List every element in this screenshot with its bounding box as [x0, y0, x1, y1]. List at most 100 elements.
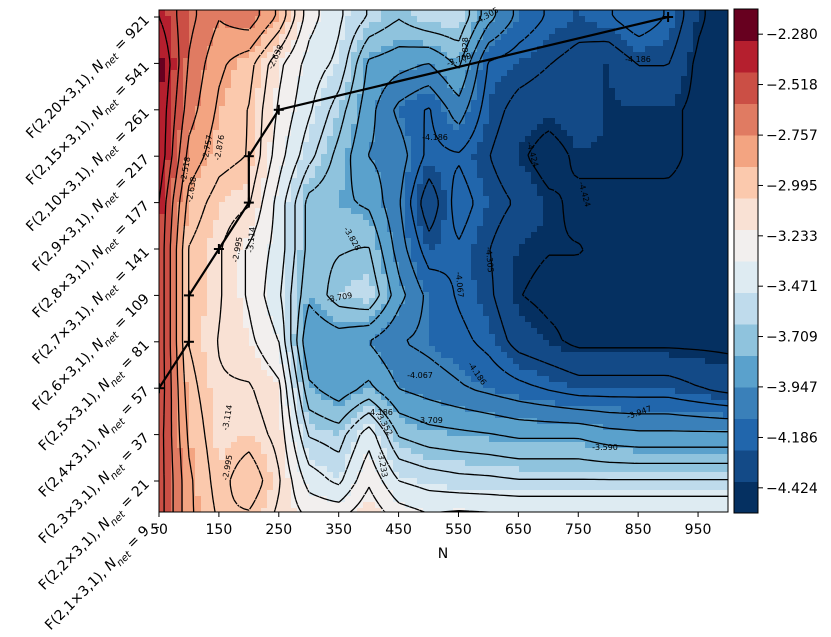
heat-cell — [507, 112, 514, 119]
heat-cell — [615, 232, 622, 239]
heat-cell — [537, 292, 544, 299]
heat-cell — [489, 202, 496, 209]
heat-cell — [225, 184, 232, 191]
heat-cell — [231, 160, 238, 167]
heat-cell — [723, 244, 728, 251]
heat-cell — [327, 238, 334, 245]
heat-cell — [369, 64, 376, 71]
heat-cell — [669, 46, 676, 53]
heat-cell — [411, 298, 418, 305]
heat-cell — [237, 220, 244, 227]
heat-cell — [369, 52, 376, 59]
heat-cell — [159, 10, 166, 17]
heat-cell — [357, 16, 364, 23]
heat-cell — [723, 34, 728, 41]
heat-cell — [663, 310, 670, 317]
heat-cell — [597, 286, 604, 293]
heat-cell — [393, 46, 400, 53]
heat-cell — [693, 184, 700, 191]
heat-cell — [255, 136, 262, 143]
heat-cell — [243, 40, 250, 47]
heat-cell — [501, 124, 508, 131]
heat-cell — [657, 196, 664, 203]
heat-cell — [363, 136, 370, 143]
heat-cell — [507, 130, 514, 137]
heat-cell — [699, 232, 706, 239]
heat-cell — [471, 58, 478, 65]
heat-cell — [381, 136, 388, 143]
heat-cell — [339, 232, 346, 239]
heat-cell — [513, 112, 520, 119]
heat-cell — [213, 304, 220, 311]
heat-cell — [207, 274, 214, 281]
heat-cell — [705, 34, 712, 41]
heat-cell — [471, 322, 478, 329]
heat-cell — [387, 46, 394, 53]
heat-cell — [507, 142, 514, 149]
heat-cell — [681, 220, 688, 227]
heat-cell — [345, 202, 352, 209]
heat-cell — [231, 250, 238, 257]
heat-cell — [297, 52, 304, 59]
heat-cell — [657, 214, 664, 221]
heat-cell — [621, 124, 628, 131]
heat-cell — [495, 268, 502, 275]
heat-cell — [621, 34, 628, 41]
heat-cell — [165, 214, 172, 221]
heat-cell — [159, 214, 166, 221]
heat-cell — [453, 40, 460, 47]
heat-cell — [165, 148, 172, 155]
heat-cell — [243, 214, 250, 221]
heat-cell — [357, 190, 364, 197]
heat-cell — [321, 106, 328, 113]
heat-cell — [327, 310, 334, 317]
heat-cell — [237, 280, 244, 287]
heat-cell — [537, 196, 544, 203]
heat-cell — [561, 232, 568, 239]
heat-cell — [339, 34, 346, 41]
heat-cell — [459, 142, 466, 149]
heat-cell — [165, 142, 172, 149]
heat-cell — [399, 136, 406, 143]
heat-cell — [351, 226, 358, 233]
heat-cell — [465, 238, 472, 245]
heat-cell — [357, 310, 364, 317]
heat-cell — [519, 52, 526, 59]
heat-cell — [723, 160, 728, 167]
heat-cell — [213, 214, 220, 221]
heat-cell — [375, 88, 382, 95]
heat-cell — [555, 304, 562, 311]
heat-cell — [387, 70, 394, 77]
heat-cell — [447, 262, 454, 269]
heat-cell — [549, 112, 556, 119]
heat-cell — [237, 268, 244, 275]
heat-cell — [345, 190, 352, 197]
heat-cell — [573, 46, 580, 53]
heat-cell — [261, 184, 268, 191]
heat-cell — [507, 280, 514, 287]
heat-cell — [285, 256, 292, 263]
heat-cell — [711, 94, 718, 101]
heat-cell — [231, 22, 238, 29]
heat-cell — [219, 76, 226, 83]
heat-cell — [255, 70, 262, 77]
heat-cell — [183, 70, 190, 77]
heat-cell — [567, 232, 574, 239]
heat-cell — [327, 214, 334, 221]
heat-cell — [651, 298, 658, 305]
heat-cell — [693, 52, 700, 59]
heat-cell — [387, 154, 394, 161]
heat-cell — [471, 316, 478, 323]
heat-cell — [399, 118, 406, 125]
heat-cell — [567, 304, 574, 311]
heat-cell — [591, 268, 598, 275]
heat-cell — [675, 94, 682, 101]
heat-cell — [333, 76, 340, 83]
heat-cell — [531, 118, 538, 125]
heat-cell — [267, 286, 274, 293]
heat-cell — [723, 112, 728, 119]
heat-cell — [183, 46, 190, 53]
heat-cell — [315, 46, 322, 53]
heat-cell — [543, 238, 550, 245]
heat-cell — [387, 76, 394, 83]
